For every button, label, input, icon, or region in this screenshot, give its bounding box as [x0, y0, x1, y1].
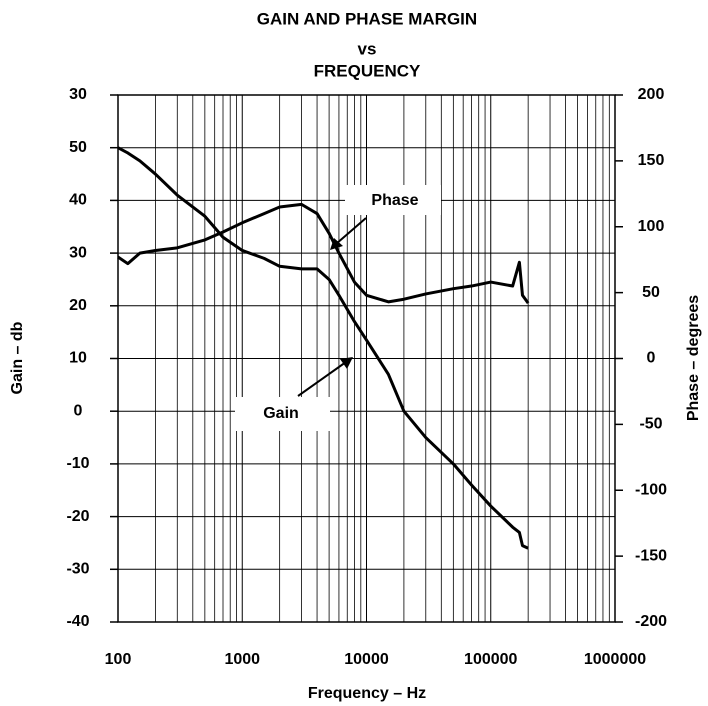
- y-tick-label: -20: [66, 508, 89, 525]
- chart-title: GAIN AND PHASE MARGIN: [257, 9, 477, 28]
- data-line: [117, 146, 529, 550]
- y2-tick-label: 100: [638, 218, 665, 235]
- y-tick-label: -30: [66, 561, 89, 578]
- annotation: Phase Gain: [235, 185, 441, 431]
- annotation-text: Gain: [263, 405, 299, 422]
- annotation-box: [235, 397, 330, 431]
- y-tick-label: 30: [69, 86, 87, 103]
- arrow-head: [340, 357, 353, 369]
- annotation-box: [345, 185, 441, 215]
- plot-frame: [117, 94, 616, 623]
- y-tick-label: 10: [69, 350, 87, 367]
- y2-tick-label: 50: [642, 284, 660, 301]
- x-axis-label: Frequency – Hz: [308, 685, 426, 702]
- y2-tick-label: 200: [638, 86, 665, 103]
- chart-title: FREQUENCY: [314, 61, 421, 80]
- y-tick-label: -40: [66, 613, 89, 630]
- y-axis-label: Gain – db: [9, 321, 26, 394]
- y2-tick-label: 150: [638, 152, 665, 169]
- y-tick-label: 50: [69, 139, 87, 156]
- x-tick-label: 100: [105, 651, 132, 668]
- x-tick-label: 10000: [344, 651, 389, 668]
- plot-area: 100 1000 10000 100000 1000000-40-30-20-10010…: [66, 86, 667, 668]
- data-line: [117, 202, 530, 305]
- x-tick-label: 100000: [464, 651, 517, 668]
- y-tick-label: 40: [69, 192, 87, 209]
- x-tick-label: 1000000: [584, 651, 646, 668]
- annotation-arrow: [335, 217, 367, 245]
- y2-tick-label: -50: [639, 416, 662, 433]
- y-tick-label: -10: [66, 455, 89, 472]
- y2-tick-label: 0: [647, 350, 656, 367]
- y-tick-label: 20: [69, 297, 87, 314]
- y2-tick-label: -100: [635, 481, 667, 498]
- arrow-head: [330, 238, 343, 250]
- annotation-arrow: [297, 361, 347, 397]
- y-tick-label: 30: [69, 244, 87, 261]
- y-tick-label: 0: [74, 402, 83, 419]
- y2-tick-label: -200: [635, 613, 667, 630]
- y2-tick-label: -150: [635, 547, 667, 564]
- chart-title: vs: [358, 39, 377, 58]
- x-tick-label: 1000: [224, 651, 260, 668]
- annotation-text: Phase: [371, 192, 418, 209]
- y2-axis-label: Phase – degrees: [685, 295, 702, 421]
